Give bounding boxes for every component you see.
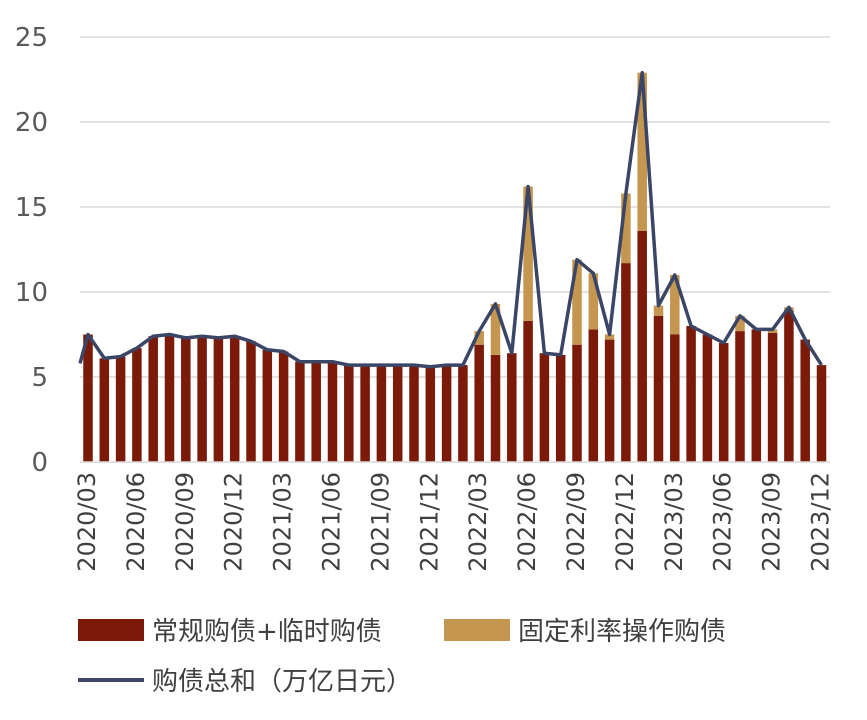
bar-regular <box>458 365 468 462</box>
bar-regular <box>132 348 142 462</box>
bar-regular <box>278 351 289 462</box>
bar-fixed-rate <box>670 275 680 335</box>
y-tick-label: 15 <box>15 193 48 223</box>
x-tick-label: 2022/12 <box>611 472 639 572</box>
y-tick-label: 25 <box>15 23 48 53</box>
bar-regular <box>392 365 403 462</box>
bar-fixed-rate <box>637 72 647 231</box>
y-tick-label: 0 <box>31 448 48 478</box>
x-tick-label: 2022/09 <box>562 472 590 572</box>
x-tick-label: 2022/06 <box>513 472 541 572</box>
gridlines <box>80 36 830 378</box>
bar-regular <box>604 339 615 462</box>
bar-regular <box>800 339 810 462</box>
bar-fixed-rate <box>588 273 599 330</box>
bar-regular <box>83 334 93 462</box>
bar-regular <box>735 331 745 462</box>
bar-regular <box>262 349 273 462</box>
line-total <box>78 70 823 369</box>
bar-regular <box>572 344 582 462</box>
bar-regular <box>670 334 680 462</box>
bar-regular <box>181 337 191 462</box>
legend: 常规购债+临时购债 固定利率操作购债 购债总和（万亿日元） <box>78 617 726 697</box>
x-tick-label: 2020/09 <box>171 472 199 572</box>
legend-label-fixed: 固定利率操作购债 <box>518 617 726 647</box>
bar-regular <box>784 310 794 462</box>
bar-regular <box>360 365 370 462</box>
bar-regular <box>718 343 729 462</box>
x-tick-label: 2021/09 <box>366 472 394 572</box>
legend-label-regular: 常规购债+临时购债 <box>152 617 382 647</box>
bar-fixed-rate <box>490 303 501 355</box>
bar-regular <box>229 336 240 462</box>
legend-swatch-fixed <box>444 619 510 641</box>
x-tick-label: 2020/03 <box>73 472 101 572</box>
bar-regular <box>653 315 664 462</box>
bar-regular <box>246 341 256 462</box>
y-axis-ticks: 0 5 10 15 20 25 <box>15 23 48 478</box>
bar-regular <box>197 336 207 462</box>
bar-regular <box>344 365 354 462</box>
bar-regular <box>621 263 631 462</box>
y-tick-label: 10 <box>15 278 48 308</box>
bar-regular <box>164 334 175 462</box>
bar-fixed-rate <box>621 193 631 264</box>
bar-regular <box>686 326 696 462</box>
x-axis-ticks: 2020/03 2020/06 2020/09 2020/12 2021/03 2021/… <box>73 472 835 572</box>
y-tick-label: 5 <box>31 363 48 393</box>
bar-regular <box>490 354 501 462</box>
bar-regular <box>115 356 126 462</box>
bar-regular <box>702 334 713 462</box>
x-tick-label: 2023/09 <box>758 472 786 572</box>
bar-regular <box>295 361 305 462</box>
x-tick-label: 2020/06 <box>122 472 150 572</box>
bar-regular <box>816 365 827 462</box>
bar-regular <box>751 329 762 462</box>
bar-regular <box>148 336 158 462</box>
bar-regular <box>441 365 452 462</box>
y-tick-label: 20 <box>15 108 48 138</box>
bar-fixed-rate <box>474 331 484 345</box>
bar-regular <box>425 366 436 462</box>
bar-regular <box>523 320 533 462</box>
total-line <box>78 70 823 369</box>
x-tick-label: 2021/12 <box>415 472 443 572</box>
legend-label-total: 购债总和（万亿日元） <box>152 667 412 697</box>
bar-regular <box>409 365 419 462</box>
bar-regular <box>637 230 647 462</box>
x-tick-label: 2021/03 <box>269 472 297 572</box>
bar-regular <box>555 354 566 462</box>
bar-regular <box>507 353 517 462</box>
x-tick-label: 2020/12 <box>220 472 248 572</box>
x-tick-label: 2021/06 <box>318 472 346 572</box>
bar-regular <box>767 332 778 462</box>
x-tick-label: 2023/06 <box>709 472 737 572</box>
legend-swatch-regular <box>78 619 144 641</box>
bar-fixed-rate <box>653 305 664 316</box>
bar-regular <box>588 329 599 462</box>
bar-regular <box>213 337 224 462</box>
bars <box>83 72 827 462</box>
bar-regular <box>376 365 387 462</box>
bar-fixed-rate <box>604 334 615 340</box>
bar-regular <box>474 344 484 462</box>
bar-regular <box>99 358 110 462</box>
bar-regular <box>311 361 321 462</box>
bar-regular <box>539 353 550 462</box>
x-tick-label: 2023/12 <box>807 472 835 572</box>
bar-fixed-rate <box>523 186 533 321</box>
bar-regular <box>327 361 338 462</box>
x-tick-label: 2022/03 <box>464 472 492 572</box>
x-tick-label: 2023/03 <box>660 472 688 572</box>
bar-fixed-rate <box>572 259 582 345</box>
bar-fixed-rate <box>735 315 745 332</box>
